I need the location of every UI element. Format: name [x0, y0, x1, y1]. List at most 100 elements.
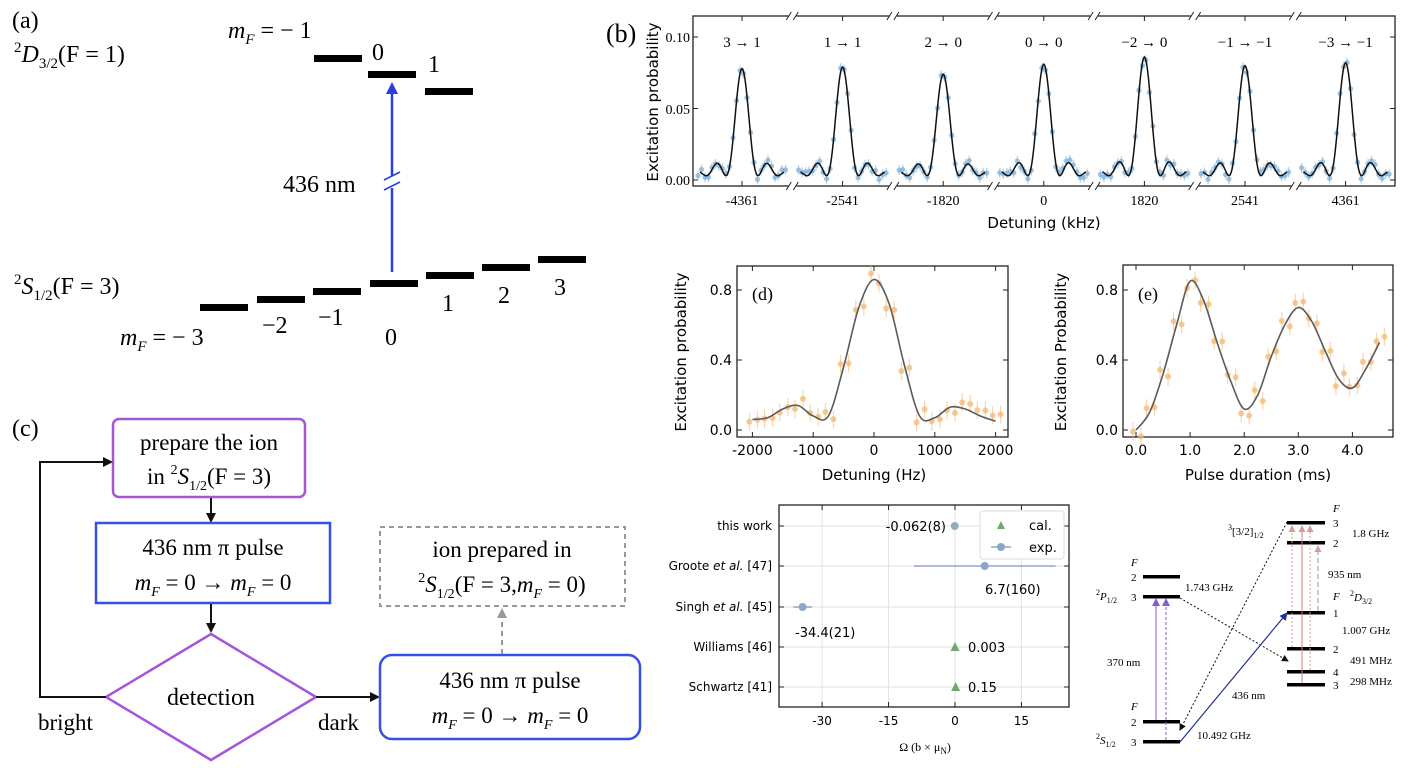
data-point: [883, 170, 889, 176]
data-point: [1313, 320, 1320, 327]
row-label: Schwartz [41]: [689, 680, 772, 694]
s-state-label: 2S1/2: [1096, 732, 1116, 749]
s-level-bar: [370, 280, 418, 287]
x-tick-label: -2000: [732, 443, 773, 459]
repump-wavelength: 935 nm: [1328, 569, 1362, 581]
plot-frame: [1122, 264, 1394, 438]
axis-break-gap: [888, 183, 897, 189]
x-tick-label: -4361: [726, 194, 759, 209]
wavelength-label: 436 nm: [283, 172, 356, 198]
x-axis-label: Detuning (Hz): [822, 466, 927, 484]
data-point: [1084, 170, 1090, 177]
data-point: [1265, 353, 1272, 360]
d-level-bar: [1287, 670, 1325, 674]
data-point: [982, 407, 989, 414]
fit-curve: [1001, 62, 1087, 177]
axis-break-mark: [994, 181, 1000, 191]
pi-pulse-text: 436 nm π pulse: [142, 535, 283, 560]
data-point: [1285, 169, 1292, 175]
data-point: [1178, 321, 1185, 328]
data-point: [952, 409, 958, 416]
panel-e-label: (e): [1138, 284, 1158, 305]
data-point: [698, 166, 705, 173]
lower-level-label: −2: [262, 313, 288, 339]
s-level-bar: [257, 296, 305, 303]
transition-label: −1 → −1: [1218, 35, 1272, 51]
x-tick-label: 2541: [1231, 194, 1259, 209]
data-point: [891, 306, 898, 313]
data-point: [855, 174, 861, 181]
lower-level-label: 3: [554, 275, 566, 301]
y-tick-label: 0.8: [1096, 283, 1118, 299]
data-point: [1170, 318, 1177, 325]
axis-break-gap: [788, 13, 797, 19]
x-tick-label: -30: [812, 714, 832, 728]
x-tick-label: -1820: [927, 194, 960, 209]
prepare-ion-box: [111, 417, 307, 499]
pi-pulse-transition: mF = 0 → mF = 0: [135, 570, 292, 600]
data-point: [1386, 171, 1392, 177]
f-header: F: [1332, 591, 1340, 603]
s-level-bar: [313, 288, 361, 295]
x-axis-label: Detuning (kHz): [987, 214, 1100, 232]
data-point: [1286, 323, 1293, 330]
pi-pulse-box: [94, 521, 332, 605]
row-label: this work: [717, 519, 772, 533]
row-label-name: this work: [717, 519, 772, 533]
panel-c-label: (c): [12, 416, 39, 442]
lower-level-label: 1: [442, 291, 454, 317]
p-level-label: 2: [1131, 572, 1137, 584]
data-point: [1246, 412, 1253, 419]
data-point: [1197, 299, 1204, 306]
data-point: [765, 157, 771, 163]
panel-a-label: (a): [12, 8, 39, 34]
row-label: Williams [46]: [693, 640, 772, 654]
axis-break-mark: [1195, 181, 1202, 191]
data-point: [883, 305, 890, 312]
axis-break-gap: [989, 13, 998, 19]
data-point: [1081, 174, 1087, 181]
panel-b-label: (b): [606, 19, 636, 48]
data-point: [782, 167, 789, 173]
data-point: [800, 395, 806, 402]
lower-level-label: 2: [498, 283, 510, 309]
fit-curve: [752, 278, 996, 423]
value-label: -34.4(21): [795, 626, 855, 641]
axis-break-mark: [1087, 181, 1094, 191]
value-label: 0.003: [968, 641, 1005, 656]
transition-label: 0 → 0: [1025, 35, 1063, 51]
axis-break-gap: [1291, 183, 1300, 189]
x-tick-label: -2541: [826, 194, 859, 209]
data-point: [1319, 349, 1326, 356]
axis-break-mark: [792, 11, 799, 21]
bracket-splitting: 1.8 GHz: [1352, 528, 1389, 540]
data-point: [1300, 298, 1307, 305]
axis-break-mark: [1094, 11, 1101, 21]
d-state-label: 2D3/2: [1350, 589, 1372, 606]
axis-break-gap: [788, 183, 797, 189]
fit-curve: [1135, 279, 1381, 431]
x-tick-label: 1820: [1130, 194, 1158, 209]
d-level-bar: [368, 71, 416, 78]
y-tick-label: 0.10: [666, 31, 691, 46]
data-point: [966, 157, 972, 164]
d-level-label: 1: [1333, 608, 1339, 620]
data-point: [1157, 366, 1164, 373]
d-level-bar: [1287, 647, 1325, 651]
d-level-bar: [1287, 683, 1325, 687]
axis-break-gap: [1291, 13, 1300, 19]
data-point: [1278, 317, 1285, 324]
cal-marker: [950, 642, 960, 651]
data-point: [1205, 301, 1212, 308]
exp-marker: [980, 562, 989, 570]
axis-break-gap: [1090, 183, 1099, 189]
axis-break-mark: [886, 181, 893, 191]
panel-d-label: (d): [752, 284, 773, 305]
x-tick-label: 15: [1014, 714, 1029, 728]
row-label-etal: et al.: [713, 600, 743, 614]
data-point: [1359, 358, 1366, 365]
row-label-name: Schwartz [41]: [689, 680, 772, 694]
upper-level-label: 1: [428, 52, 440, 78]
axis-break-gap: [1190, 183, 1199, 189]
